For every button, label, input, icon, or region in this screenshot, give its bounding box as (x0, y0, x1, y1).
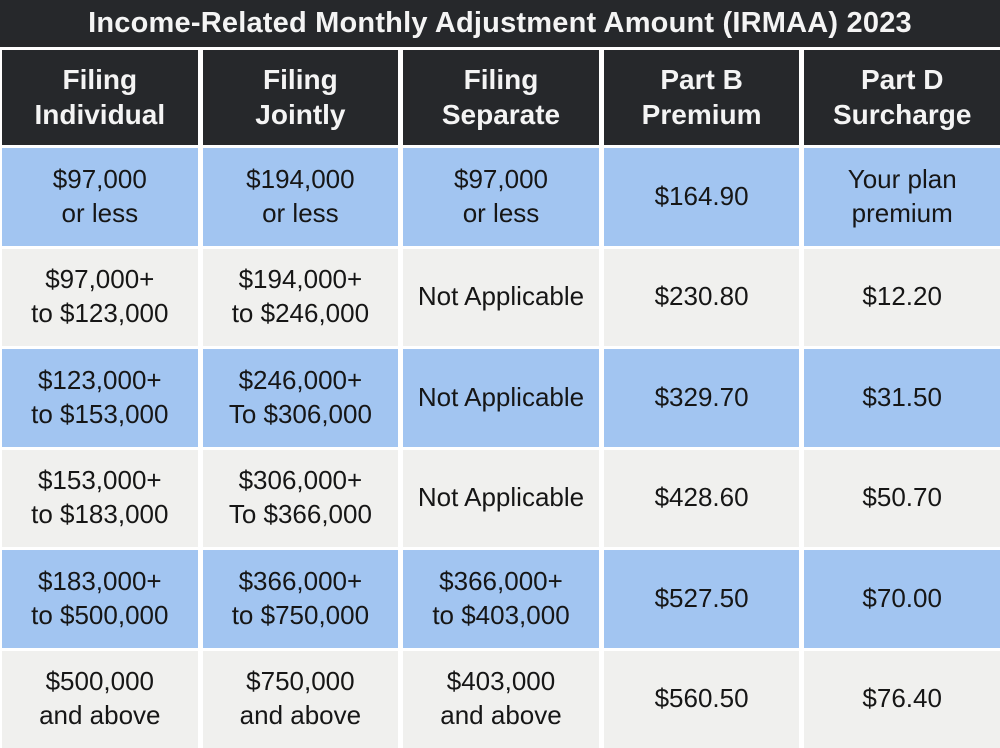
column-header-filing-jointly: Filing Jointly (202, 50, 399, 145)
table-cell: $50.70 (804, 449, 1000, 547)
table-cell: $750,000 and above (202, 650, 399, 748)
table-cell: Your plan premium (804, 148, 1000, 246)
table-cell: $183,000+ to $500,000 (2, 550, 198, 648)
table-cell: $76.40 (804, 650, 1000, 748)
column-header-filing-individual: Filing Individual (2, 50, 198, 145)
table-cell: $12.20 (804, 248, 1000, 346)
table-cell: $97,000 or less (403, 148, 599, 246)
table-cell: $230.80 (603, 248, 800, 346)
table-cell: $428.60 (603, 449, 800, 547)
table-cell: $97,000 or less (2, 148, 198, 246)
column-header-part-d-surcharge: Part D Surcharge (804, 50, 1000, 145)
table-cell: $366,000+ to $403,000 (403, 550, 599, 648)
column-header-part-b-premium: Part B Premium (603, 50, 800, 145)
column-header-filing-separate: Filing Separate (403, 50, 599, 145)
table-cell: $366,000+ to $750,000 (202, 550, 399, 648)
table-cell: Not Applicable (403, 349, 599, 447)
table-cell: $560.50 (603, 650, 800, 748)
table-cell: $194,000+ to $246,000 (202, 248, 399, 346)
table-cell: $500,000 and above (2, 650, 198, 748)
table-cell: $164.90 (603, 148, 800, 246)
table-cell: $246,000+ To $306,000 (202, 349, 399, 447)
table-cell: $153,000+ to $183,000 (2, 449, 198, 547)
table-title: Income-Related Monthly Adjustment Amount… (0, 0, 1000, 47)
table-cell: $403,000 and above (403, 650, 599, 748)
table-cell: $70.00 (804, 550, 1000, 648)
table-cell: $527.50 (603, 550, 800, 648)
table-cell: $97,000+ to $123,000 (2, 248, 198, 346)
table-cell: $194,000 or less (202, 148, 399, 246)
table-cell: Not Applicable (403, 248, 599, 346)
table-cell: $123,000+ to $153,000 (2, 349, 198, 447)
table-cell: $306,000+ To $366,000 (202, 449, 399, 547)
table-cell: $31.50 (804, 349, 1000, 447)
table-cell: $329.70 (603, 349, 800, 447)
table-cell: Not Applicable (403, 449, 599, 547)
